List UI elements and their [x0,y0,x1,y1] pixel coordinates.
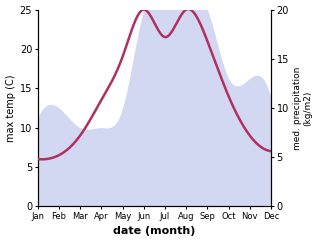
Y-axis label: med. precipitation
(kg/m2): med. precipitation (kg/m2) [293,66,313,150]
Y-axis label: max temp (C): max temp (C) [5,74,16,142]
X-axis label: date (month): date (month) [113,227,196,236]
